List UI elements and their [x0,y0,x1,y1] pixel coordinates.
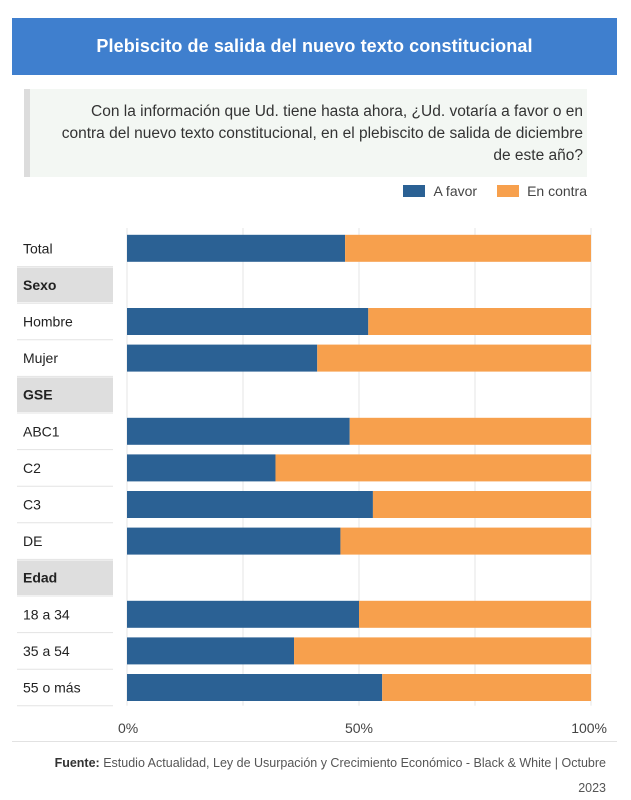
group-header-bg [17,560,113,595]
row-label: 55 o más [23,680,81,696]
legend-item-a-favor: A favor [403,183,477,199]
chart-title: Plebiscito de salida del nuevo texto con… [96,36,533,56]
legend-item-en-contra: En contra [497,183,587,199]
bar-a-favor [127,454,276,482]
row-label: Hombre [23,314,73,330]
bar-en-contra [382,674,591,701]
bar-en-contra [368,308,591,335]
x-tick-label: 0% [118,720,138,736]
bar-a-favor [127,308,369,335]
source-text: Estudio Actualidad, Ley de Usurpación y … [103,756,606,795]
bar-a-favor [127,491,373,518]
group-header-label: GSE [23,387,53,403]
chart-header: Plebiscito de salida del nuevo texto con… [12,18,617,75]
row-label: Mujer [23,350,58,366]
bar-en-contra [359,600,591,628]
question-box: Con la información que Ud. tiene hasta a… [24,89,587,177]
footer: Fuente: Estudio Actualidad, Ley de Usurp… [34,751,606,800]
bar-en-contra [275,454,591,482]
row-label: 18 a 34 [23,606,70,622]
legend-label-a-favor: A favor [433,183,478,199]
group-header-bg [17,267,113,303]
bar-en-contra [349,417,591,445]
bar-en-contra [317,344,591,372]
question-text: Con la información que Ud. tiene hasta a… [61,103,583,164]
row-label: 35 a 54 [23,643,70,659]
bar-en-contra [345,234,591,262]
row-label: Total [23,240,53,256]
bar-en-contra [340,527,591,555]
legend-swatch-a-favor [403,185,426,197]
legend-label-en-contra: En contra [527,183,587,199]
x-tick-label: 100% [571,720,607,736]
stacked-bar-chart: Total Sexo Hombre Mujer GSE ABC1 C2 C3 DE Edad 18 … [17,228,607,736]
bar-en-contra [294,637,591,665]
group-header-label: Sexo [23,277,56,293]
row-label: C3 [23,497,41,513]
bar-en-contra [372,491,591,518]
group-header-label: Edad [23,570,57,586]
bar-a-favor [127,234,346,262]
group-header-bg [17,377,113,412]
bar-a-favor [127,417,350,445]
bar-a-favor [127,600,359,628]
bar-a-favor [127,527,341,555]
row-label: ABC1 [23,423,60,439]
legend: A favor En contra [383,183,587,199]
source-label: Fuente: [54,756,100,770]
x-tick-label: 50% [345,720,373,736]
row-label: DE [23,533,42,549]
bar-a-favor [127,344,318,372]
legend-swatch-en-contra [497,185,520,197]
row-label: C2 [23,460,41,476]
footer-divider [12,741,617,742]
bar-a-favor [127,674,383,701]
bar-a-favor [127,637,295,665]
